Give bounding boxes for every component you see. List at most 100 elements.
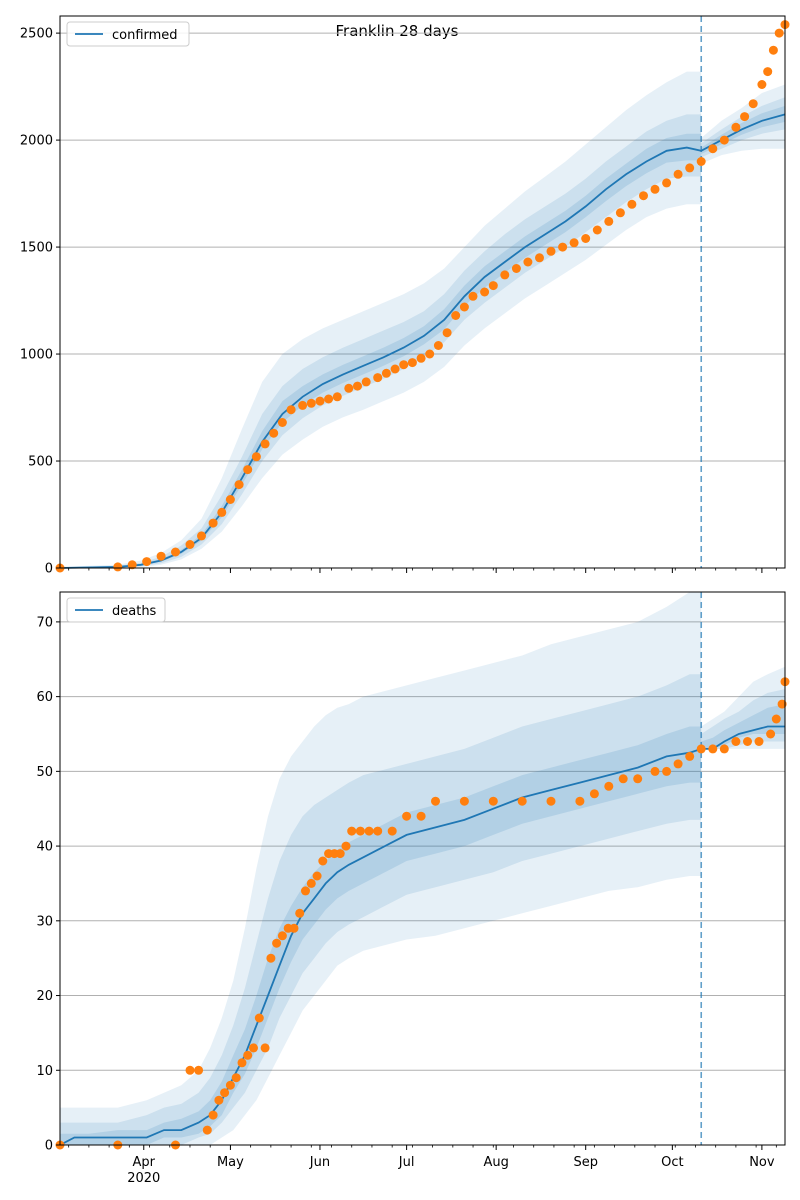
observed-point	[451, 311, 461, 320]
observed-point	[581, 234, 591, 243]
x-tick-label: Jun	[309, 1155, 330, 1170]
observed-point	[171, 547, 180, 557]
observed-point	[208, 1110, 218, 1120]
observed-point	[662, 766, 672, 776]
observed-point	[731, 737, 741, 746]
observed-point	[231, 1073, 241, 1083]
observed-point	[696, 744, 706, 754]
observed-point	[306, 398, 316, 408]
observed-point	[402, 811, 412, 821]
x-tick-label: Aug	[483, 1155, 508, 1170]
observed-point	[708, 744, 718, 754]
observed-point	[627, 199, 637, 209]
observed-point	[433, 341, 443, 350]
x-tick-label: Nov	[749, 1155, 775, 1170]
y-tick-label: 20	[36, 989, 53, 1004]
observed-point	[748, 99, 758, 109]
observed-point	[266, 953, 276, 963]
observed-point	[341, 841, 351, 851]
observed-point	[517, 796, 527, 806]
observed-point	[361, 377, 371, 387]
uncertainty-band-inner	[701, 704, 785, 749]
observed-point	[459, 302, 469, 312]
observed-point	[156, 551, 166, 561]
legend-box	[66, 597, 166, 623]
observed-point	[298, 400, 308, 410]
observed-point	[459, 796, 469, 806]
observed-point	[633, 774, 643, 784]
observed-point	[575, 796, 585, 806]
observed-point	[500, 270, 510, 280]
observed-point	[416, 811, 426, 821]
observed-point	[771, 714, 781, 724]
observed-point	[763, 67, 773, 77]
observed-point	[407, 358, 417, 368]
x-tick-sublabel: 2020	[127, 1171, 160, 1186]
observed-point	[194, 1065, 204, 1075]
observed-point	[306, 878, 316, 888]
observed-point	[381, 368, 391, 378]
observed-point	[254, 1013, 264, 1023]
observed-point	[344, 383, 354, 393]
y-tick-label: 0	[45, 562, 53, 577]
observed-point	[488, 796, 498, 806]
observed-point	[347, 826, 357, 836]
observed-point	[468, 291, 478, 301]
x-tick-label: May	[217, 1155, 244, 1170]
y-tick-label: 70	[36, 615, 53, 630]
observed-point	[569, 238, 579, 248]
confirmed-panel: 0 500 1000 1500 2000 2500 confirmed	[20, 15, 790, 577]
observed-point	[743, 737, 752, 746]
observed-point	[237, 1058, 247, 1068]
observed-point	[364, 826, 374, 836]
observed-point	[214, 1095, 224, 1105]
observed-point	[416, 353, 426, 363]
observed-point	[685, 163, 695, 173]
observed-point	[202, 1125, 212, 1135]
observed-point	[289, 923, 299, 933]
legend-label: deaths	[112, 604, 157, 619]
y-tick-label: 500	[28, 455, 53, 470]
observed-point	[197, 531, 206, 541]
y-tick-label: 1500	[20, 241, 53, 256]
observed-point	[399, 360, 409, 370]
observed-point	[220, 1088, 230, 1098]
observed-point	[696, 157, 706, 166]
observed-point	[558, 242, 568, 252]
y-tick-label: 0	[45, 1139, 53, 1154]
observed-point	[662, 178, 672, 188]
observed-point	[318, 856, 328, 866]
observed-point	[355, 826, 365, 836]
observed-point	[480, 287, 490, 297]
legend-box	[66, 21, 190, 47]
observed-point	[546, 246, 556, 256]
observed-point	[708, 144, 718, 154]
plot-frame	[59, 591, 786, 1146]
uncertainty-band-inner	[60, 133, 702, 568]
observed-point	[639, 191, 648, 201]
observed-point	[589, 789, 599, 799]
legend-label: confirmed	[112, 28, 178, 43]
observed-point	[324, 394, 334, 404]
observed-point	[754, 737, 764, 746]
observed-point	[731, 122, 741, 132]
observed-point	[335, 849, 345, 859]
model-line	[59, 725, 785, 1146]
observed-point	[234, 480, 244, 490]
observed-point	[425, 349, 435, 359]
observed-point	[277, 931, 287, 941]
observed-point	[373, 826, 383, 836]
observed-point	[604, 781, 614, 791]
x-tick-label: Oct	[661, 1155, 683, 1170]
figure-title: Franklin 28 days	[336, 22, 459, 40]
y-tick-label: 30	[36, 914, 53, 929]
observed-point	[673, 169, 683, 179]
observed-point	[113, 562, 123, 572]
observed-point	[249, 1043, 258, 1053]
observed-point	[615, 208, 625, 218]
x-tick-label: Apr	[133, 1155, 156, 1170]
uncertainty-band-middle	[701, 689, 785, 749]
observed-point	[719, 135, 729, 145]
